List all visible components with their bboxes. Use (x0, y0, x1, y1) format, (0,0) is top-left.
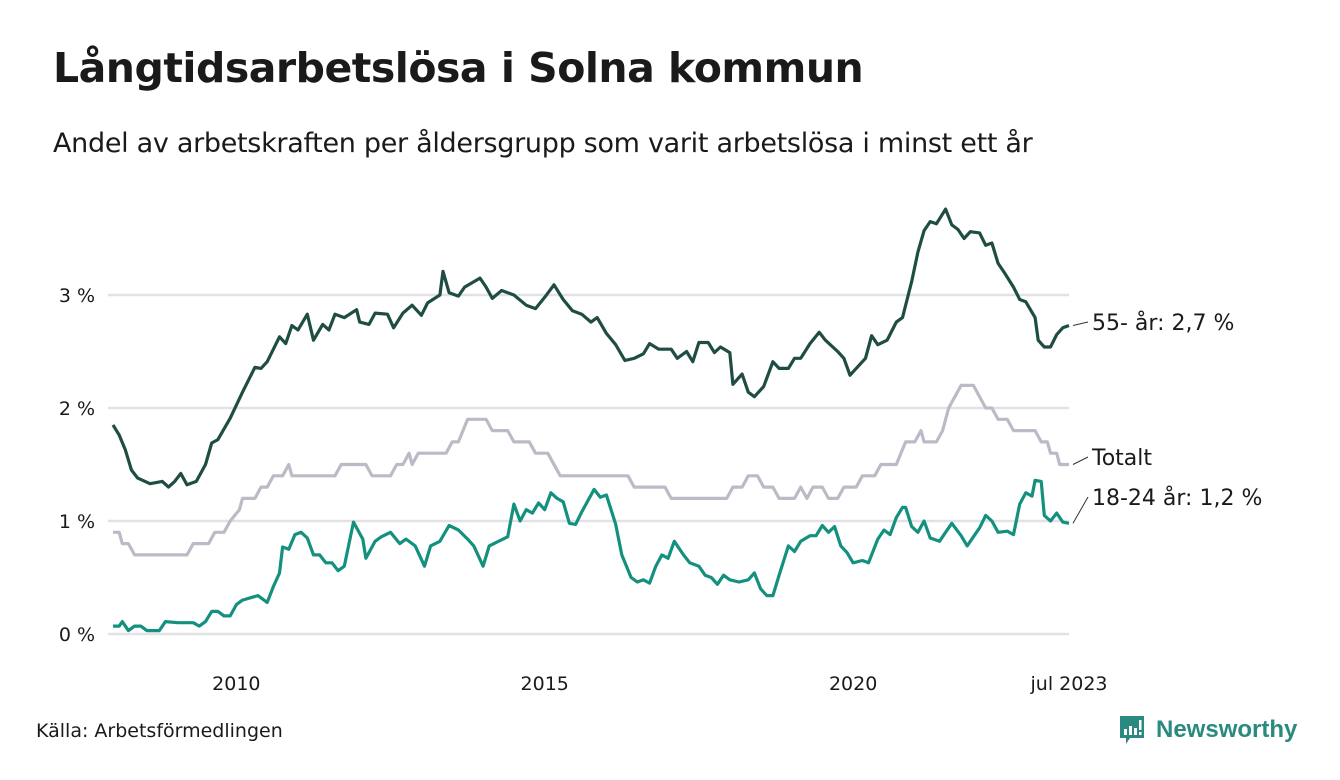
y-tick-label: 2 % (59, 398, 95, 420)
label-connector (1072, 456, 1089, 465)
label-connector (1072, 321, 1089, 326)
y-tick-label: 0 % (59, 624, 95, 646)
x-tick-label: 2020 (829, 673, 877, 695)
series-line (111, 207, 1070, 489)
series-end-label: 18-24 år: 1,2 % (1092, 485, 1262, 511)
series-line (113, 383, 1069, 557)
series-end-label: Totalt (1091, 446, 1152, 471)
brand-logo[interactable]: Newsworthy (1118, 714, 1297, 746)
newsworthy-logo-icon (1120, 716, 1144, 744)
chart-title: Långtidsarbetslösa i Solna kommun (53, 44, 864, 92)
y-tick-label: 1 % (59, 511, 95, 533)
label-connector (1072, 496, 1089, 524)
source-note: Källa: Arbetsförmedlingen (36, 720, 283, 742)
x-tick-label: 2010 (212, 673, 260, 695)
brand-name: Newsworthy (1156, 716, 1298, 743)
y-tick-label: 3 % (59, 285, 95, 307)
series-end-labels: 55- år: 2,7 % Totalt 18-24 år: 1,2 % (1072, 310, 1262, 524)
series-lines (111, 207, 1070, 633)
series-line (113, 478, 1070, 633)
x-axis-ticks: 2010 2015 2020 jul 2023 (212, 673, 1107, 695)
y-axis-ticks: 0 % 1 % 2 % 3 % (59, 285, 95, 646)
x-tick-label: 2015 (521, 673, 569, 695)
chart-subtitle: Andel av arbetskraften per åldersgrupp s… (53, 128, 1033, 159)
series-end-label: 55- år: 2,7 % (1092, 310, 1234, 336)
x-tick-label: jul 2023 (1030, 673, 1108, 695)
gridlines (108, 293, 1069, 636)
